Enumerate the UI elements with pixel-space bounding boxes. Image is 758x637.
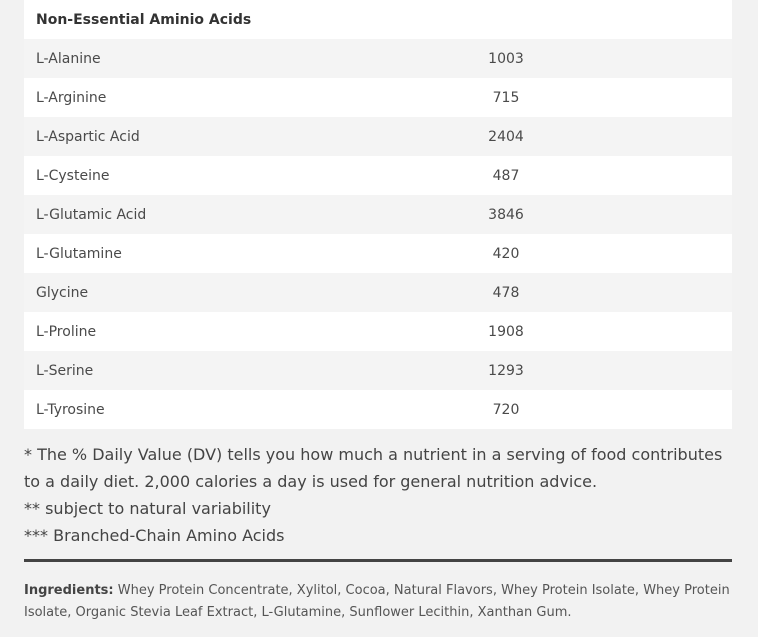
table-row: L-Alanine 1003 [24,39,732,78]
amino-name: L-Alanine [36,50,101,67]
ingredients-text: Whey Protein Concentrate, Xylitol, Cocoa… [24,583,730,620]
amino-name: L-Serine [36,362,94,379]
amino-value: 1908 [488,323,524,340]
amino-name: L-Glutamine [36,245,122,262]
table-row: L-Glutamine 420 [24,234,732,273]
footnote-bcaa: *** Branched-Chain Amino Acids [24,526,285,545]
amino-acid-table: Non-Essential Aminio Acids L-Alanine 100… [24,0,732,429]
footnotes: * The % Daily Value (DV) tells you how m… [24,441,732,549]
table-row: L-Aspartic Acid 2404 [24,117,732,156]
amino-value: 1293 [488,362,524,379]
table-row: L-Arginine 715 [24,78,732,117]
footnote-variability: ** subject to natural variability [24,499,271,518]
table-row: L-Cysteine 487 [24,156,732,195]
amino-value: 487 [492,167,520,184]
ingredients-label: Ingredients: [24,583,114,598]
table-header-row: Non-Essential Aminio Acids [24,0,732,39]
amino-value: 2404 [488,128,524,145]
table-row: Glycine 478 [24,273,732,312]
amino-value: 720 [492,401,520,418]
divider [24,559,732,562]
table-row: L-Proline 1908 [24,312,732,351]
amino-name: Glycine [36,284,89,301]
table-header-title: Non-Essential Aminio Acids [36,11,252,28]
amino-name: L-Cysteine [36,167,110,184]
amino-value: 420 [492,245,520,262]
amino-name: L-Glutamic Acid [36,206,147,223]
ingredients-section: Ingredients: Whey Protein Concentrate, X… [24,580,732,624]
amino-name: L-Arginine [36,89,107,106]
amino-name: L-Aspartic Acid [36,128,140,145]
table-row: L-Serine 1293 [24,351,732,390]
amino-name: L-Proline [36,323,97,340]
amino-value: 1003 [488,50,524,67]
amino-value: 3846 [488,206,524,223]
table-row: L-Glutamic Acid 3846 [24,195,732,234]
footnote-daily-value: * The % Daily Value (DV) tells you how m… [24,445,723,491]
nutrition-panel: Non-Essential Aminio Acids L-Alanine 100… [24,0,732,624]
amino-name: L-Tyrosine [36,401,105,418]
amino-value: 715 [492,89,520,106]
amino-value: 478 [492,284,520,301]
table-row: L-Tyrosine 720 [24,390,732,429]
